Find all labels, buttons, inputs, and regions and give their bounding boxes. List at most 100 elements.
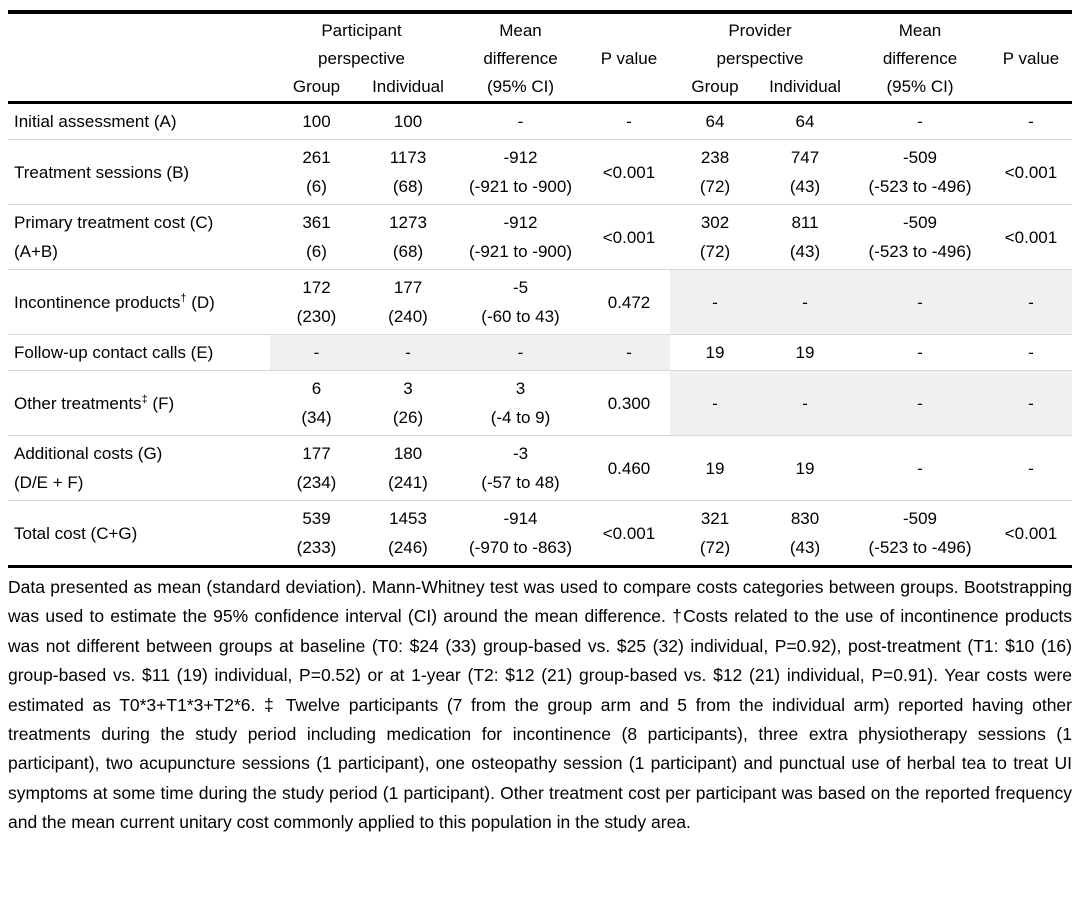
provider-individual-subheader: Individual [769, 77, 841, 96]
data-cell: -3 (-57 to 48) [453, 435, 588, 501]
table-row: Other treatments‡ (F) 6 (34) 3 (26) 3 (-4 to 9… [8, 370, 1072, 436]
data-cell: - [363, 334, 453, 371]
data-cell: 100 [393, 112, 423, 131]
row-label: Other treatments‡ (F) [8, 370, 270, 436]
participant-header-line1: Participant [321, 21, 402, 40]
data-cell: - [588, 334, 670, 371]
data-cell: -509 (-523 to -496) [850, 204, 990, 270]
data-cell: -509 (-523 to -496) [850, 500, 990, 567]
data-cell: - [760, 269, 850, 335]
row-label-header [8, 12, 270, 103]
data-cell: 1173 (68) [363, 139, 453, 205]
table-row: Primary treatment cost (C) (A+B) 361 (6) 127… [8, 204, 1072, 270]
provider-group-subheader: Group [691, 77, 739, 96]
data-cell: 3 (26) [363, 370, 453, 436]
table-row: Treatment sessions (B) 261 (6) 1173 (68) -912… [8, 139, 1072, 205]
participant-individual-subheader: Individual [372, 77, 444, 96]
data-cell: 3 (-4 to 9) [453, 370, 588, 436]
data-cell: 539 (233) [270, 500, 363, 567]
row-label: Follow-up contact calls (E) [8, 334, 270, 371]
table-row: Follow-up contact calls (E) - - - -19 19- - [8, 334, 1072, 371]
data-cell: -5 (-60 to 43) [453, 269, 588, 335]
data-cell: 830 (43) [760, 500, 850, 567]
footnote-marker: † [180, 291, 187, 304]
data-cell: 100 [302, 112, 331, 131]
data-cell: 172 (230) [270, 269, 363, 335]
row-label: Primary treatment cost (C) (A+B) [8, 204, 270, 270]
participant-perspective-header: Participant perspective [270, 12, 453, 73]
data-cell: -912 (-921 to -900) [453, 204, 588, 270]
participant-p-value-header: P value [600, 49, 658, 68]
data-cell: 747 (43) [760, 139, 850, 205]
data-cell: - [270, 334, 363, 371]
table-row: Initial assessment (A) 100 100 - - 64 64 - - [8, 103, 1072, 140]
data-cell: - [850, 435, 990, 501]
table-header: Participant perspective Mean difference … [8, 12, 1072, 103]
data-cell: - [990, 269, 1072, 335]
row-label: Initial assessment (A) [14, 112, 177, 131]
data-cell: - [990, 334, 1072, 371]
data-cell: 64 [705, 112, 725, 131]
data-cell: - [670, 370, 760, 436]
data-cell: -914 (-970 to -863) [453, 500, 588, 567]
data-cell: - [517, 112, 524, 131]
row-label: Total cost (C+G) [8, 500, 270, 567]
provider-p-value-header: P value [1002, 49, 1060, 68]
data-cell: 1453 (246) [363, 500, 453, 567]
header-row-sub: Group Individual Group Individual [8, 73, 1072, 103]
row-label: Additional costs (G) (D/E + F) [8, 435, 270, 501]
footnote-marker: ‡ [141, 392, 148, 405]
data-cell: - [990, 370, 1072, 436]
table-row: Total cost (C+G) 539 (233) 1453 (246) -914 (-9… [8, 500, 1072, 567]
data-cell: - [453, 334, 588, 371]
data-cell: - [990, 435, 1072, 501]
data-cell: 238 (72) [670, 139, 760, 205]
data-cell: <0.001 [588, 500, 670, 567]
cost-comparison-table-page: Participant perspective Mean difference … [8, 10, 1072, 838]
data-cell: <0.001 [990, 500, 1072, 567]
data-cell: <0.001 [588, 204, 670, 270]
data-cell: 0.460 [588, 435, 670, 501]
data-cell: -912 (-921 to -900) [453, 139, 588, 205]
data-cell: - [917, 112, 923, 131]
data-cell: <0.001 [588, 139, 670, 205]
data-cell: 19 [670, 334, 760, 371]
table-body: Initial assessment (A) 100 100- -64 64- - Trea… [8, 103, 1072, 567]
provider-perspective-header: Provider perspective [670, 12, 850, 73]
data-cell: 302 (72) [670, 204, 760, 270]
table-row: Incontinence products† (D) 172 (230) 177 (24… [8, 269, 1072, 335]
data-cell: - [760, 370, 850, 436]
participant-group-subheader: Group [292, 77, 341, 96]
data-cell: 19 [760, 334, 850, 371]
table-footnote: Data presented as mean (standard deviati… [8, 577, 1072, 833]
data-cell: 0.472 [588, 269, 670, 335]
data-cell: -509 (-523 to -496) [850, 139, 990, 205]
provider-header-line2: perspective [716, 49, 804, 68]
data-cell: 6 (34) [270, 370, 363, 436]
data-cell: 361 (6) [270, 204, 363, 270]
data-cell: - [850, 269, 990, 335]
data-cell: 261 (6) [270, 139, 363, 205]
data-cell: - [1028, 112, 1034, 131]
row-label: Treatment sessions (B) [8, 139, 270, 205]
data-cell: 64 [795, 112, 815, 131]
row-label: Incontinence products† (D) [8, 269, 270, 335]
data-cell: <0.001 [990, 139, 1072, 205]
cost-comparison-table: Participant perspective Mean difference … [8, 10, 1072, 568]
data-cell: - [850, 334, 990, 371]
data-cell: - [850, 370, 990, 436]
data-cell: 177 (240) [363, 269, 453, 335]
data-cell: 19 [670, 435, 760, 501]
participant-header-line2: perspective [318, 49, 405, 68]
provider-mean-difference-header: Mean difference (95% CI) [882, 21, 958, 96]
data-cell: <0.001 [990, 204, 1072, 270]
table-row: Additional costs (G) (D/E + F) 177 (234) 180… [8, 435, 1072, 501]
data-cell: - [626, 112, 632, 131]
data-cell: 1273 (68) [363, 204, 453, 270]
participant-mean-difference-header: Mean difference (95% CI) [483, 21, 558, 96]
header-row-top: Participant perspective Mean difference … [8, 12, 1072, 96]
data-cell: - [670, 269, 760, 335]
data-cell: 0.300 [588, 370, 670, 436]
provider-header-line1: Provider [728, 21, 792, 40]
data-cell: 19 [760, 435, 850, 501]
